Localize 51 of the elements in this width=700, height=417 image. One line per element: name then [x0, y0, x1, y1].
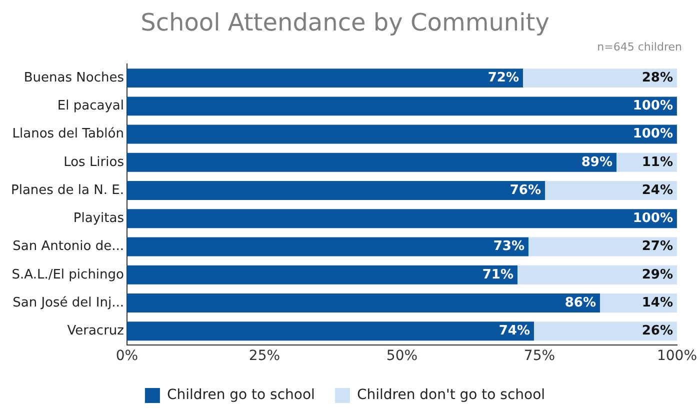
data-label: 27% [642, 239, 673, 254]
text: n=645 children [597, 40, 682, 54]
data-label: 73% [493, 239, 524, 254]
data-label: 72% [488, 70, 519, 86]
bar [126, 322, 534, 341]
bar [522, 68, 677, 88]
bar [126, 265, 518, 284]
bar [517, 265, 677, 284]
x-tick-label: 75% [524, 348, 556, 364]
bar [544, 181, 677, 200]
y-tick-label: San José del Inj... [12, 295, 124, 310]
y-tick-label: El pacayal [57, 98, 124, 114]
bar [126, 294, 600, 313]
legend-label: Children go to school [166, 387, 315, 404]
data-label: 11% [642, 154, 673, 170]
x-tick-label: 50% [386, 348, 418, 364]
data-label: 14% [642, 295, 673, 310]
data-label: 24% [642, 182, 673, 198]
data-label: 29% [642, 267, 673, 282]
data-label: 86% [564, 295, 596, 310]
bar [126, 181, 545, 200]
chart-title: School Attendance by Community [140, 8, 550, 37]
bar [126, 124, 677, 144]
bar [126, 237, 528, 256]
bar [126, 152, 616, 172]
bar [126, 96, 677, 116]
bar [528, 237, 677, 256]
x-tick-label: 100% [656, 348, 698, 364]
y-tick-label: Veracruz [67, 324, 124, 339]
bar [126, 209, 677, 228]
data-label: 100% [632, 211, 673, 226]
bar [534, 322, 677, 341]
data-label: 74% [498, 324, 530, 339]
data-label: 100% [632, 98, 673, 114]
y-tick-label: Los Lirios [64, 154, 124, 170]
x-tick-label: 0% [116, 348, 138, 364]
y-tick-label: Buenas Noches [24, 70, 124, 86]
data-label: 71% [482, 267, 514, 282]
y-tick-label: Llanos del Tablón [12, 126, 124, 142]
y-tick-label: Playitas [73, 211, 124, 226]
legend-label: Children don't go to school [356, 387, 546, 404]
data-label: 76% [510, 182, 541, 198]
data-label: 26% [642, 324, 673, 339]
data-label: 89% [581, 154, 612, 170]
y-tick-label: S.A.L./El pichingo [12, 267, 124, 282]
y-tick-label: San Antonio de... [12, 239, 124, 254]
y-tick-label: Planes de la N. E. [10, 182, 124, 198]
data-label: 100% [632, 126, 673, 142]
x-tick-label: 25% [248, 348, 280, 364]
bar [126, 68, 523, 88]
data-label: 28% [642, 70, 673, 86]
